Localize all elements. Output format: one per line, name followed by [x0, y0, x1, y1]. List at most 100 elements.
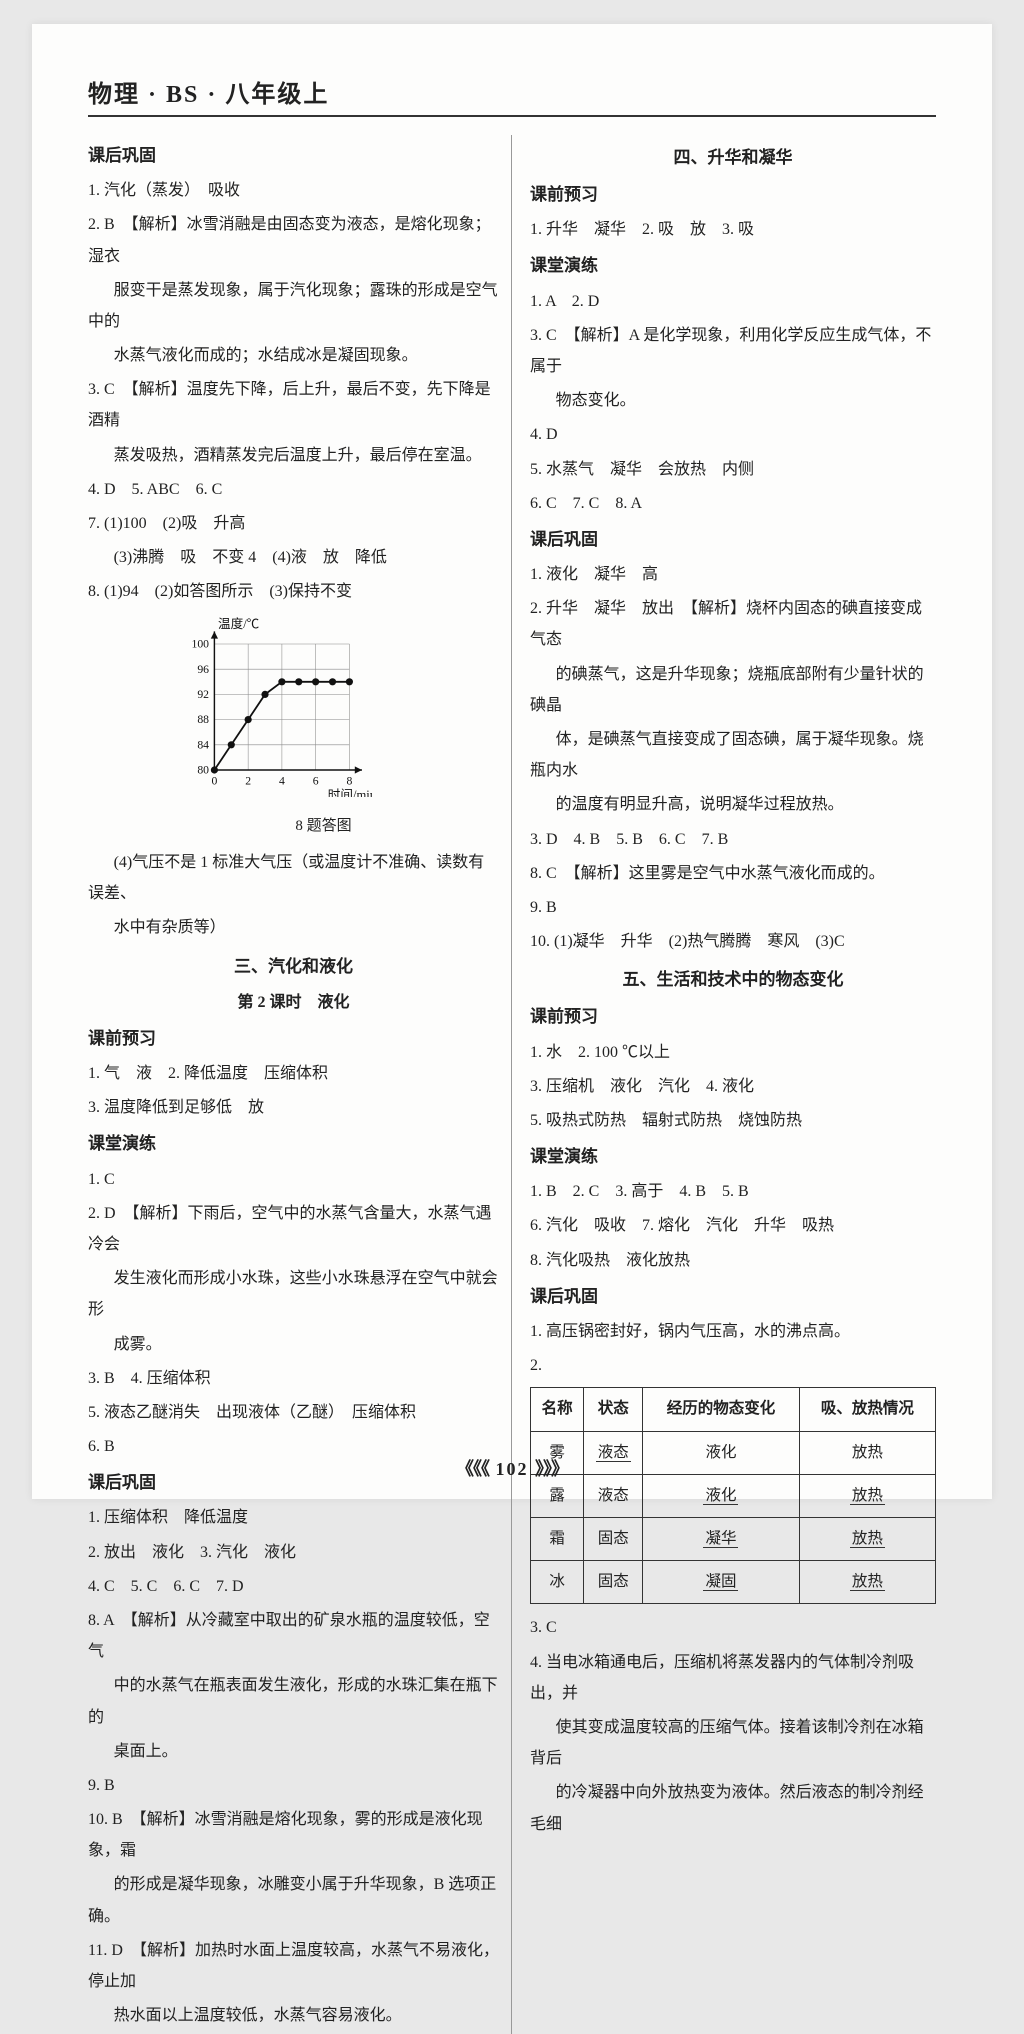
answer-line-cont: 的冷凝器中向外放热变为液体。然后液态的制冷剂经毛细 — [530, 1777, 936, 1839]
answer-line: 1. 气 液 2. 降低温度 压缩体积 — [88, 1058, 499, 1089]
answer-line: (4)气压不是 1 标准大气压（或温度计不准确、读数有误差、 — [88, 847, 499, 909]
table-cell: 凝固 — [643, 1561, 800, 1604]
svg-text:2: 2 — [245, 774, 251, 787]
sect-head: 课后巩固 — [530, 523, 936, 556]
answer-line: 5. 液态乙醚消失 出现液体（乙醚） 压缩体积 — [88, 1397, 499, 1428]
answer-line-cont: 的形成是凝华现象，冰雕变小属于升华现象，B 选项正确。 — [88, 1869, 499, 1931]
section-title: 五、生活和技术中的物态变化 — [530, 963, 936, 996]
table-header: 状态 — [584, 1388, 643, 1431]
answer-line: 2. 升华 凝华 放出 【解析】烧杯内固态的碘直接变成气态 — [530, 593, 936, 655]
answer-line-cont: 使其变成温度较高的压缩气体。接着该制冷剂在冰箱背后 — [530, 1712, 936, 1774]
answer-line: 8. 汽化吸热 液化放热 — [530, 1245, 936, 1276]
answer-line: 2. — [530, 1350, 936, 1381]
answer-line: 5. 水蒸气 凝华 会放热 内侧 — [530, 454, 936, 485]
answer-line: 9. B — [88, 1770, 499, 1801]
answer-line: 8. A 【解析】从冷藏室中取出的矿泉水瓶的温度较低，空气 — [88, 1605, 499, 1667]
answer-line: 10. (1)凝华 升华 (2)热气腾腾 寒风 (3)C — [530, 926, 936, 957]
answer-line: 8. C 【解析】这里雾是空气中水蒸气液化而成的。 — [530, 858, 936, 889]
answer-line: 1. A 2. D — [530, 286, 936, 317]
svg-text:8: 8 — [346, 774, 352, 787]
sect-head: 课后巩固 — [88, 139, 499, 172]
answer-line-cont: 服变干是蒸发现象，属于汽化现象；露珠的形成是空气中的 — [88, 275, 499, 337]
svg-text:温度/℃: 温度/℃ — [218, 617, 260, 631]
sect-head: 课前预习 — [530, 1000, 936, 1033]
left-column: 课后巩固 1. 汽化（蒸发） 吸收 2. B 【解析】冰雪消融是由固态变为液态，… — [88, 135, 512, 2034]
table-cell: 凝华 — [643, 1518, 800, 1561]
svg-text:6: 6 — [313, 774, 319, 787]
answer-line-cont: 物态变化。 — [530, 385, 936, 416]
sect-head: 课前预习 — [530, 178, 936, 211]
answer-line: 3. 压缩机 液化 汽化 4. 液化 — [530, 1071, 936, 1102]
table-row: 霜固态凝华放热 — [531, 1518, 936, 1561]
pagenum-deco-left: 《《《 — [456, 1459, 489, 1479]
answer-line: 4. 当电冰箱通电后，压缩机将蒸发器内的气体制冷剂吸出，并 — [530, 1647, 936, 1709]
section-title: 三、汽化和液化 — [88, 950, 499, 983]
table-header: 名称 — [531, 1388, 584, 1431]
answer-line: 1. 液化 凝华 高 — [530, 559, 936, 590]
answer-line: 3. C 【解析】温度先下降，后上升，最后不变，先下降是酒精 — [88, 374, 499, 436]
answer-line: 1. 升华 凝华 2. 吸 放 3. 吸 — [530, 214, 936, 245]
svg-text:84: 84 — [197, 738, 209, 751]
answer-line: 3. 温度降低到足够低 放 — [88, 1092, 499, 1123]
answer-line-cont: 蒸发吸热，酒精蒸发完后温度上升，最后停在室温。 — [88, 440, 499, 471]
answer-line: 8. (1)94 (2)如答图所示 (3)保持不变 — [88, 576, 499, 607]
answer-line: 4. C 5. C 6. C 7. D — [88, 1571, 499, 1602]
columns-wrap: 课后巩固 1. 汽化（蒸发） 吸收 2. B 【解析】冰雪消融是由固态变为液态，… — [88, 135, 936, 2034]
answer-line: 1. 汽化（蒸发） 吸收 — [88, 175, 499, 206]
sect-head: 课堂演练 — [88, 1127, 499, 1160]
answer-line-cont: 发生液化而形成小水珠，这些小水珠悬浮在空气中就会形 — [88, 1263, 499, 1325]
answer-line: 2. 放出 液化 3. 汽化 液化 — [88, 1537, 499, 1568]
answer-line-cont: 的碘蒸气，这是升华现象；烧瓶底部附有少量针状的碘晶 — [530, 659, 936, 721]
svg-text:92: 92 — [197, 688, 209, 701]
answer-line-cont: 成雾。 — [88, 1329, 499, 1360]
table-header: 经历的物态变化 — [643, 1388, 800, 1431]
table-cell: 固态 — [584, 1561, 643, 1604]
line-graph: 0 2 4 6 8 80 84 88 92 96 100 温度/℃ 时间/min — [172, 617, 372, 797]
answer-line: 10. B 【解析】冰雪消融是熔化现象，雾的形成是液化现象，霜 — [88, 1804, 499, 1866]
sect-head: 课堂演练 — [530, 1140, 936, 1173]
table-cell: 冰 — [531, 1561, 584, 1604]
answer-line: 4. D 5. ABC 6. C — [88, 474, 499, 505]
answer-line: 4. D — [530, 419, 936, 450]
answer-line-cont: (3)沸腾 吸 不变 4 (4)液 放 降低 — [88, 542, 499, 573]
svg-text:4: 4 — [279, 774, 285, 787]
answer-line: 3. B 4. 压缩体积 — [88, 1363, 499, 1394]
answer-line-cont: 水中有杂质等） — [88, 912, 499, 943]
answer-line: 9. B — [530, 892, 936, 923]
answer-line: 7. (1)100 (2)吸 升高 — [88, 508, 499, 539]
page-header: 物理 · BS · 八年级上 — [88, 74, 936, 117]
answer-line: 1. C — [88, 1164, 499, 1195]
svg-text:时间/min: 时间/min — [328, 787, 372, 796]
svg-text:88: 88 — [197, 713, 209, 726]
answer-line-cont: 热水面以上温度较低，水蒸气容易液化。 — [88, 2000, 499, 2031]
sect-head: 课前预习 — [88, 1022, 499, 1055]
svg-text:80: 80 — [197, 763, 209, 776]
book-title: 物理 · BS · 八年级上 — [88, 74, 329, 109]
answer-line: 1. 压缩体积 降低温度 — [88, 1502, 499, 1533]
page-number: 《《《 102 》》》 — [32, 1455, 992, 1481]
sect-head: 课堂演练 — [530, 249, 936, 282]
answer-line: 1. 高压锅密封好，锅内气压高，水的沸点高。 — [530, 1316, 936, 1347]
answer-line: 11. D 【解析】加热时水面上温度较高，水蒸气不易液化，停止加 — [88, 1935, 499, 1997]
section-subtitle: 第 2 课时 液化 — [88, 987, 499, 1018]
answer-line: 6. C 7. C 8. A — [530, 488, 936, 519]
table-header: 吸、放热情况 — [799, 1388, 935, 1431]
answer-line: 3. D 4. B 5. B 6. C 7. B — [530, 824, 936, 855]
answer-line-cont: 的温度有明显升高，说明凝华过程放热。 — [530, 789, 936, 820]
svg-text:96: 96 — [197, 662, 209, 675]
svg-text:0: 0 — [211, 774, 217, 787]
answer-line: 2. D 【解析】下雨后，空气中的水蒸气含量大，水蒸气遇冷会 — [88, 1198, 499, 1260]
answer-line: 1. 水 2. 100 ℃以上 — [530, 1037, 936, 1068]
answer-line: 3. C — [530, 1612, 936, 1643]
answer-line-cont: 中的水蒸气在瓶表面发生液化，形成的水珠汇集在瓶下的 — [88, 1670, 499, 1732]
table-cell: 固态 — [584, 1518, 643, 1561]
section-title: 四、升华和凝华 — [530, 141, 936, 174]
right-column: 四、升华和凝华 课前预习 1. 升华 凝华 2. 吸 放 3. 吸 课堂演练 1… — [512, 135, 936, 2034]
answer-line: 1. B 2. C 3. 高于 4. B 5. B — [530, 1176, 936, 1207]
table-row: 冰固态凝固放热 — [531, 1561, 936, 1604]
table-cell: 放热 — [799, 1561, 935, 1604]
answer-line-cont: 桌面上。 — [88, 1736, 499, 1767]
svg-text:100: 100 — [191, 637, 209, 650]
sect-head: 课后巩固 — [530, 1280, 936, 1313]
graph-caption: 8 题答图 — [148, 812, 499, 841]
